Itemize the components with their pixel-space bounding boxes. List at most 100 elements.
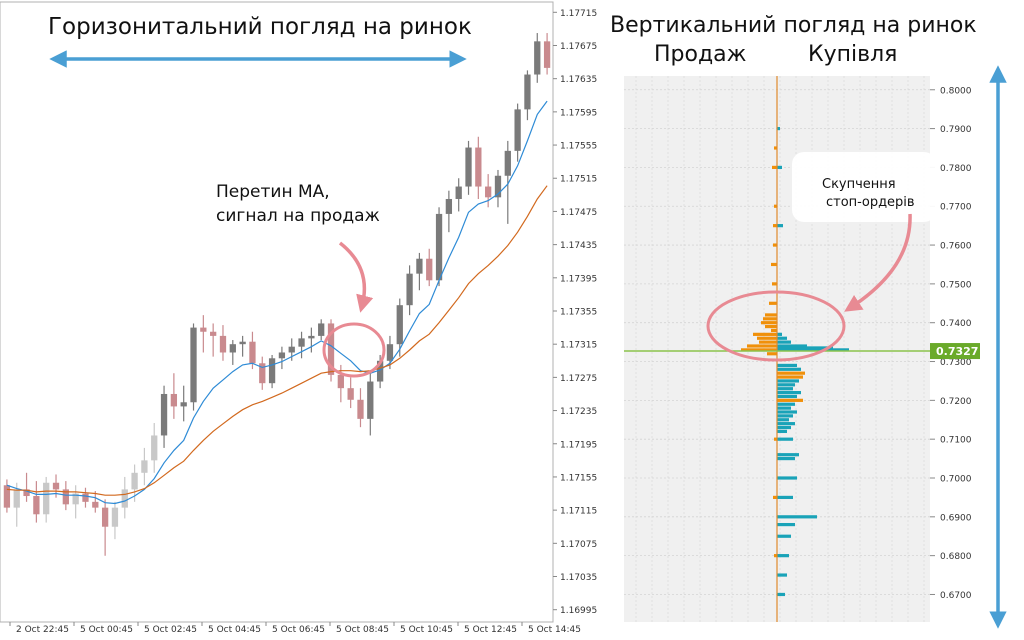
sell-volume-bar <box>774 554 777 558</box>
candle-body <box>426 258 433 281</box>
left-panel-title: Горизонитальний погляд на ринок <box>48 14 472 40</box>
ma-fast-line <box>6 100 548 505</box>
sell-volume-bar <box>774 146 777 150</box>
stop-orders-highlight-ellipse <box>706 290 846 362</box>
candle-body <box>268 358 276 384</box>
candle-body <box>514 109 521 151</box>
candle-body <box>386 344 394 361</box>
sell-volume-bar <box>765 313 777 317</box>
candle-body <box>465 147 472 187</box>
stop-orders-bubble <box>792 152 936 222</box>
buy-volume-bar <box>777 592 785 597</box>
time-tick-label: 5 Oct 02:45 <box>144 625 197 635</box>
candle-body <box>249 341 256 364</box>
time-tick-label: 5 Oct 00:45 <box>80 625 133 635</box>
time-tick-label: 5 Oct 10:45 <box>400 625 453 635</box>
price-tick-label: 1.17075 <box>560 540 597 550</box>
buy-volume-bar <box>777 522 795 527</box>
buy-volume-bar <box>777 414 793 418</box>
sell-volume-bar <box>774 437 777 441</box>
sell-volume-bar <box>763 317 777 321</box>
buy-volume-bar <box>777 348 849 352</box>
candle-body <box>101 507 109 527</box>
candle-body <box>259 363 266 384</box>
orderbook-tick-label: 0.7600 <box>940 242 972 252</box>
candle-body <box>72 493 79 505</box>
candle-body <box>406 273 413 306</box>
candle-body <box>170 393 178 407</box>
price-tick-label: 1.17315 <box>560 341 597 351</box>
buy-volume-bar <box>777 367 801 371</box>
candle-body <box>121 489 128 508</box>
buy-volume-bar <box>777 406 791 410</box>
buy-volume-bar <box>777 344 807 348</box>
orderbook-tick-label: 0.7200 <box>940 397 972 407</box>
candle-body <box>485 186 492 198</box>
buy-volume-bar <box>777 534 791 538</box>
moving-averages <box>6 100 548 505</box>
price-tick-label: 1.17555 <box>560 142 597 152</box>
buy-volume-bar <box>777 515 817 519</box>
buy-volume-bar <box>777 456 795 461</box>
buy-volume-bar <box>777 363 797 368</box>
candle-body <box>445 198 453 214</box>
candle-body <box>337 374 344 389</box>
sell-volume-bar <box>767 352 777 356</box>
candle-body <box>494 175 502 198</box>
buy-label: Купівля <box>808 42 897 67</box>
candle-body <box>298 338 305 347</box>
time-tick-label: 5 Oct 12:45 <box>464 625 517 635</box>
candle-body <box>524 74 531 110</box>
time-tick-label: 5 Oct 14:45 <box>528 625 581 635</box>
price-tick-label: 1.17035 <box>560 573 597 583</box>
candle-body <box>534 41 541 75</box>
buy-volume-bar <box>777 387 793 391</box>
candle-body <box>190 327 197 403</box>
price-axis: 1.17715 1.17675 1.17635 1.17595 1.17555 1.175… <box>553 9 597 616</box>
buy-volume-bar <box>777 375 803 379</box>
candle-body <box>367 381 374 419</box>
time-tick-label: 5 Oct 06:45 <box>272 625 325 635</box>
sell-volume-bar <box>771 328 777 333</box>
orderbook-tick-label: 0.7000 <box>940 475 972 485</box>
candle-body <box>82 493 89 502</box>
time-tick-label: 2 Oct 22:45 <box>16 625 69 635</box>
orderbook-tick-label: 0.6800 <box>940 552 972 562</box>
sell-volume-bar <box>774 204 777 208</box>
candle-body <box>3 485 11 508</box>
candle-body <box>200 327 207 332</box>
price-tick-label: 1.17275 <box>560 374 597 384</box>
candle-body <box>347 388 354 400</box>
buy-volume-bar <box>777 453 799 457</box>
price-tick-label: 1.17475 <box>560 208 597 218</box>
candle-body <box>278 352 286 359</box>
sell-volume-bar <box>761 321 777 325</box>
orderbook-tick-label: 0.7500 <box>940 280 972 290</box>
price-tick-label: 1.17395 <box>560 274 597 284</box>
candle-body <box>210 331 217 336</box>
price-tick-label: 1.17595 <box>560 108 597 118</box>
orderbook-tick-label: 0.8000 <box>940 86 972 96</box>
buy-volume-bar <box>777 224 783 228</box>
buy-volume-bar <box>777 554 789 558</box>
price-tick-label: 1.16995 <box>560 606 597 616</box>
current-price-value: 0.7327 <box>936 345 978 358</box>
pink-pointer-arrow-icon <box>338 241 374 313</box>
orderbook-tick-label: 0.7800 <box>940 164 972 174</box>
price-tick-label: 1.17115 <box>560 507 597 517</box>
buy-volume-bar <box>777 165 782 170</box>
buy-volume-bar <box>777 573 787 577</box>
candle-body <box>239 341 246 345</box>
ma-cross-annotation-line1: Перетин MA, <box>216 182 330 202</box>
current-price-tag <box>930 343 980 360</box>
buy-volume-bar <box>777 336 787 340</box>
candle-body <box>327 323 335 375</box>
candle-body <box>288 346 295 353</box>
candle-body <box>13 489 20 508</box>
buy-volume-bar <box>777 476 797 480</box>
buy-volume-bar <box>777 402 795 406</box>
time-tick-label: 5 Oct 04:45 <box>208 625 261 635</box>
price-tick-label: 1.17435 <box>560 241 597 251</box>
orderbook-tick-label: 0.6900 <box>940 513 972 523</box>
candle-body <box>229 344 236 353</box>
